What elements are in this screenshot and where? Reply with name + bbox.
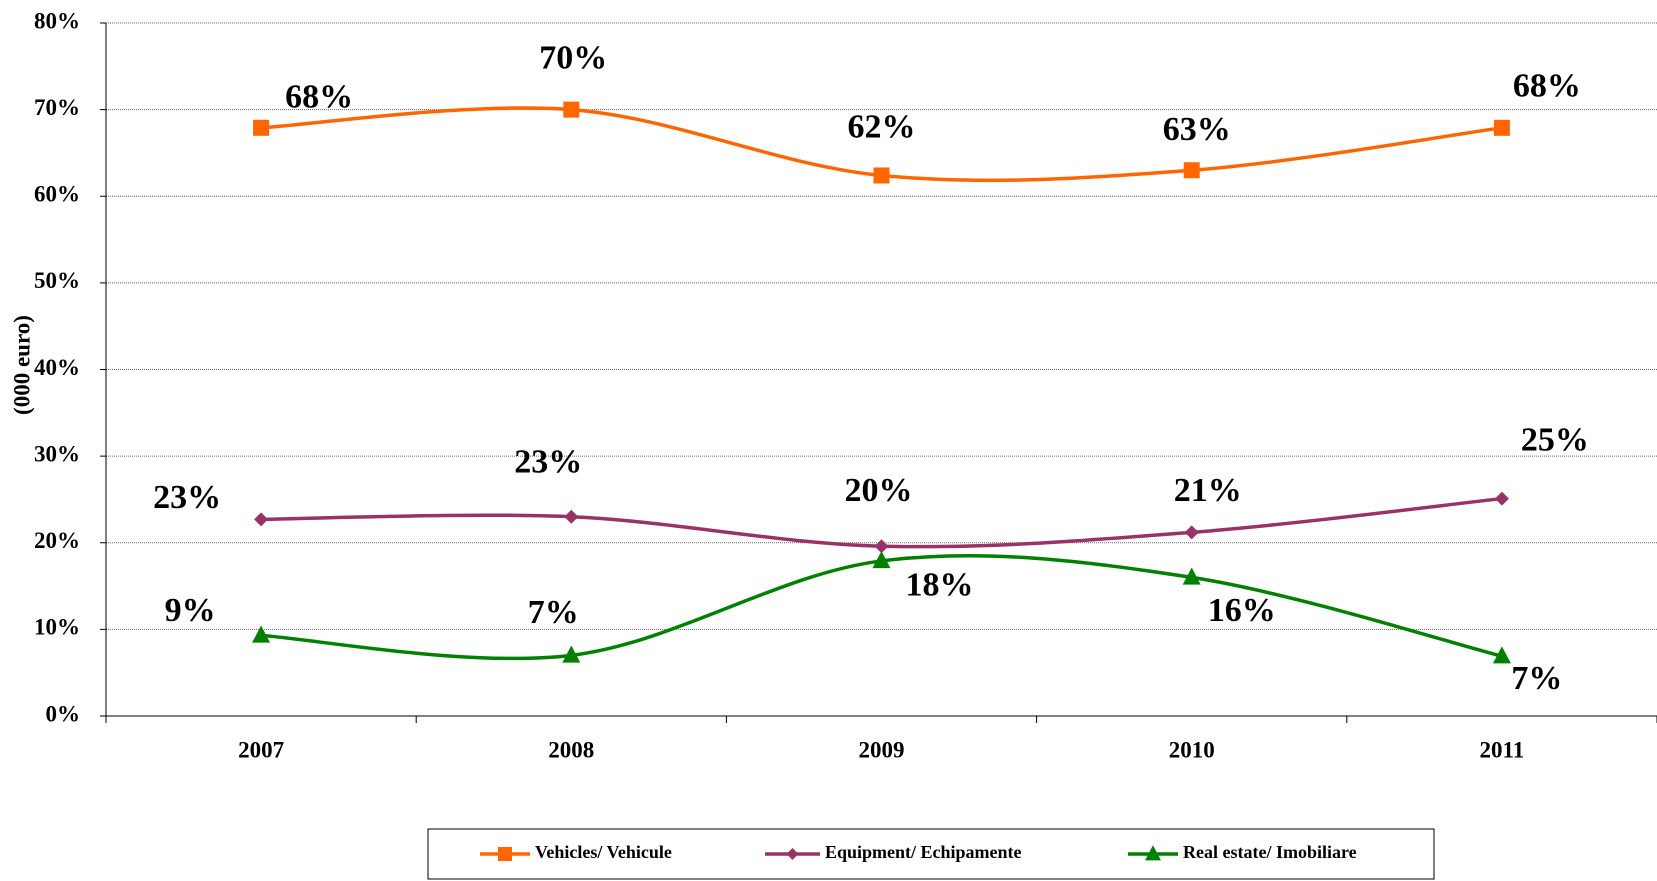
data-label: 23% bbox=[153, 479, 221, 516]
legend-marker bbox=[1145, 845, 1161, 861]
y-tick-label: 10% bbox=[34, 615, 80, 640]
data-label: 70% bbox=[539, 39, 607, 76]
legend-label: Equipment/ Echipamente bbox=[825, 842, 1022, 862]
data-label: 68% bbox=[285, 79, 353, 116]
legend-box bbox=[427, 828, 1435, 880]
x-tick-label: 2008 bbox=[548, 737, 594, 762]
data-point bbox=[873, 167, 890, 184]
data-label: 23% bbox=[514, 444, 582, 481]
data-point bbox=[562, 645, 581, 663]
legend-label: Vehicles/ Vehicule bbox=[535, 842, 672, 862]
data-point bbox=[874, 539, 889, 554]
x-tick-label: 2009 bbox=[859, 737, 905, 762]
x-tick-label: 2007 bbox=[238, 737, 284, 762]
data-point bbox=[254, 512, 269, 527]
y-tick-label: 70% bbox=[34, 95, 80, 120]
data-point bbox=[872, 551, 891, 569]
data-point bbox=[253, 119, 270, 136]
series-line bbox=[260, 553, 1503, 661]
data-label: 16% bbox=[1208, 592, 1276, 629]
x-tick-label: 2011 bbox=[1480, 737, 1525, 762]
y-tick-label: 50% bbox=[34, 268, 80, 293]
data-point bbox=[564, 509, 579, 524]
data-point bbox=[1182, 567, 1201, 585]
y-tick-label: 40% bbox=[34, 355, 80, 380]
data-point bbox=[563, 101, 580, 118]
y-tick-label: 60% bbox=[34, 182, 80, 207]
data-point bbox=[1184, 525, 1199, 540]
legend-marker bbox=[498, 847, 512, 861]
data-point bbox=[1492, 646, 1511, 664]
data-point bbox=[252, 625, 271, 643]
data-point bbox=[1494, 491, 1509, 506]
data-label: 25% bbox=[1521, 421, 1589, 458]
legend-label: Real estate/ Imobiliare bbox=[1183, 842, 1357, 862]
y-tick-label: 20% bbox=[34, 528, 80, 553]
data-label: 68% bbox=[1513, 68, 1581, 105]
y-tick-label: 80% bbox=[34, 8, 80, 33]
data-label: 63% bbox=[1163, 111, 1231, 148]
data-point bbox=[1493, 119, 1510, 136]
data-label: 9% bbox=[165, 592, 216, 629]
data-label: 20% bbox=[845, 472, 913, 509]
legend-marker bbox=[786, 848, 799, 860]
y-axis-label: (000 euro) bbox=[9, 315, 34, 415]
data-point bbox=[1183, 162, 1200, 179]
y-tick-label: 30% bbox=[34, 441, 80, 466]
y-tick-label: 0% bbox=[46, 701, 81, 726]
data-label: 7% bbox=[1511, 660, 1562, 697]
x-tick-label: 2010 bbox=[1169, 737, 1215, 762]
data-label: 7% bbox=[528, 594, 579, 631]
data-label: 62% bbox=[848, 108, 916, 145]
data-label: 21% bbox=[1174, 472, 1242, 509]
data-label: 18% bbox=[906, 567, 974, 604]
